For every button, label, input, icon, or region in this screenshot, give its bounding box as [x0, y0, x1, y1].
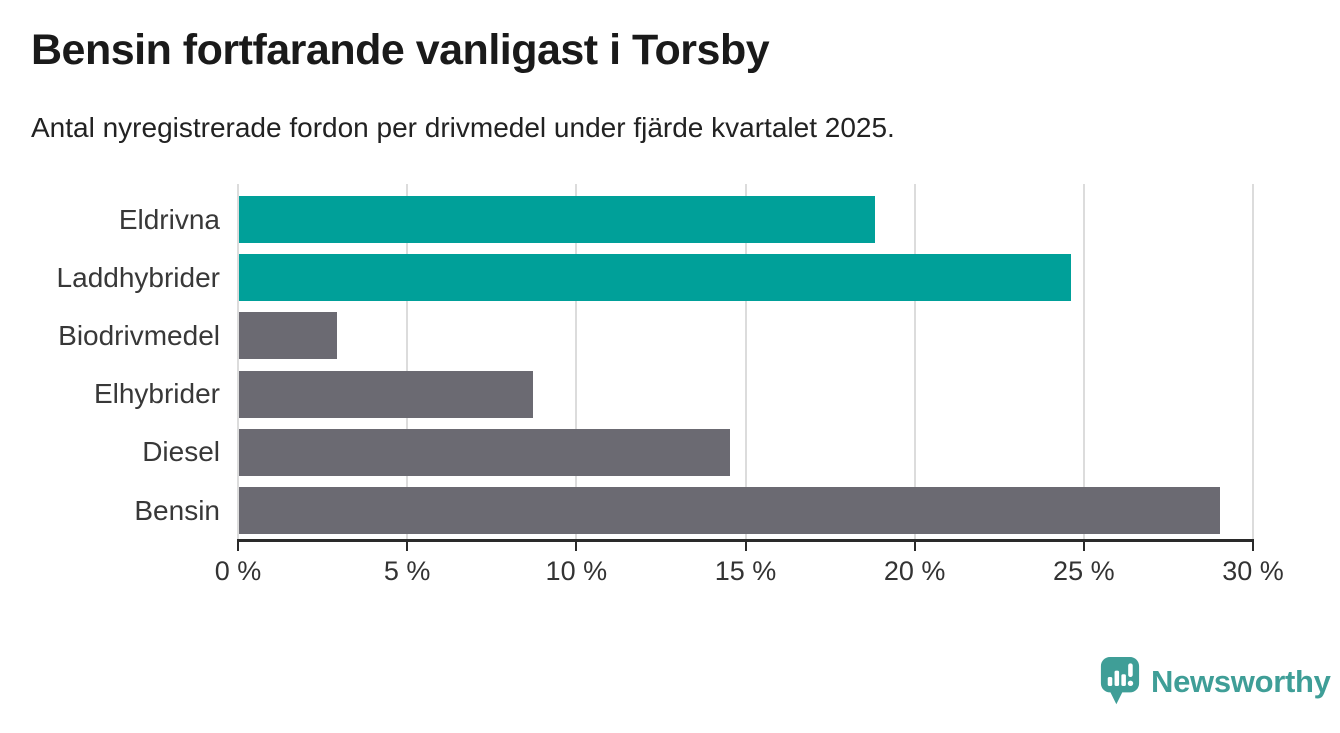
- logo-bar-medium: [1121, 674, 1126, 687]
- category-label: Diesel: [142, 436, 220, 468]
- bar-laddhybrider: [239, 254, 1072, 302]
- category-label: Laddhybrider: [56, 261, 220, 293]
- logo-exclamation-line: [1128, 663, 1133, 677]
- logo-bar-tall: [1114, 670, 1120, 687]
- newsworthy-logo: Newsworthy: [1100, 656, 1331, 707]
- x-axis-tick: [575, 542, 578, 551]
- newsworthy-logo-text: Newsworthy: [1151, 663, 1331, 699]
- logo-exclamation-dot: [1127, 680, 1134, 687]
- gridline: [744, 184, 747, 539]
- bar-eldrivna: [239, 196, 876, 243]
- bar-bensin: [239, 487, 1221, 534]
- gridline: [1082, 184, 1085, 539]
- x-tick-label: 30 %: [1222, 556, 1284, 586]
- gridline: [575, 184, 578, 539]
- logo-bar-short: [1107, 676, 1113, 687]
- x-axis-tick: [913, 542, 916, 551]
- gridline: [913, 184, 916, 539]
- x-axis-tick: [406, 542, 409, 551]
- x-tick-label: 10 %: [545, 556, 608, 586]
- chart-subtitle: Antal nyregistrerade fordon per drivmede…: [31, 112, 895, 143]
- x-axis-tick: [744, 542, 747, 551]
- x-tick-label: 25 %: [1053, 556, 1115, 586]
- bar-biodrivmedel: [239, 312, 338, 360]
- x-axis-tick: [1252, 542, 1254, 551]
- x-tick-label: 0 %: [214, 556, 262, 586]
- bar-diesel: [239, 428, 730, 476]
- x-tick-label: 5 %: [383, 556, 431, 586]
- x-axis-tick: [237, 542, 239, 551]
- category-label: Biodrivmedel: [58, 319, 220, 351]
- category-label: Eldrivna: [118, 203, 220, 235]
- category-label: Elhybrider: [93, 378, 220, 410]
- newsworthy-bubble-chart-icon: [1100, 656, 1140, 705]
- bar-elhybrider: [239, 370, 534, 418]
- x-axis-line: [237, 539, 1254, 542]
- category-label: Bensin: [134, 494, 220, 526]
- logo-bubble-shape: [1100, 656, 1140, 705]
- gridline: [237, 184, 239, 539]
- x-axis-tick: [1082, 542, 1085, 551]
- x-tick-label: 20 %: [883, 556, 946, 586]
- chart-title: Bensin fortfarande vanligast i Torsby: [31, 26, 770, 74]
- x-tick-label: 15 %: [714, 556, 777, 586]
- gridline: [406, 184, 409, 539]
- gridline: [1252, 184, 1254, 539]
